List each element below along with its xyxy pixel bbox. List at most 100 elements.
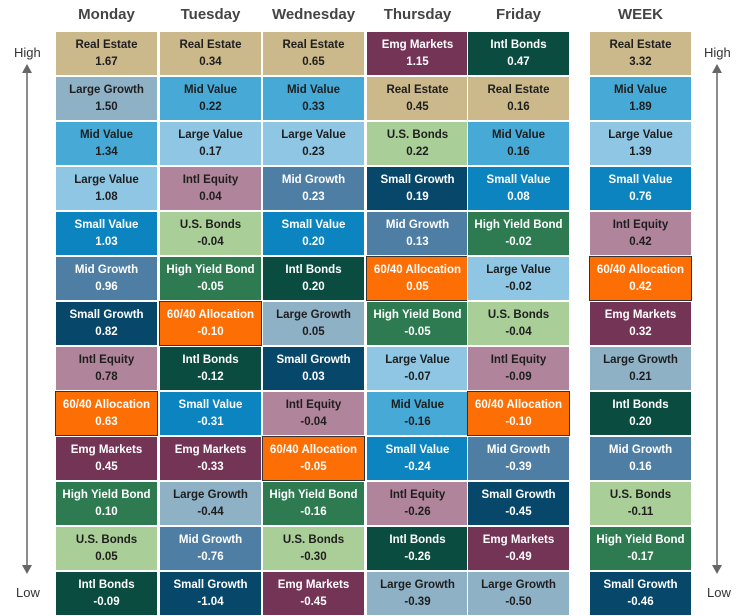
- quilt-cell: Small Value -0.31: [159, 391, 262, 436]
- return-value: 3.32: [629, 55, 652, 68]
- asset-class-label: Small Value: [385, 443, 450, 456]
- return-value: 0.08: [507, 190, 530, 203]
- asset-class-label: Intl Equity: [490, 353, 547, 366]
- asset-class-label: Intl Equity: [78, 353, 135, 366]
- column-header-thursday: Thursday: [383, 6, 452, 23]
- quilt-cell: Intl Bonds -0.09: [55, 571, 158, 616]
- quilt-cell: Real Estate 0.16: [467, 76, 570, 121]
- quilt-cell: Real Estate 0.65: [262, 31, 365, 76]
- return-value: 0.76: [629, 190, 652, 203]
- return-value: 1.15: [406, 55, 429, 68]
- return-value: 1.03: [95, 235, 118, 248]
- return-value: 0.22: [406, 145, 429, 158]
- quilt-cell: Mid Value 0.33: [262, 76, 365, 121]
- asset-class-label: Mid Growth: [281, 173, 346, 186]
- quilt-cell: Intl Equity -0.26: [366, 481, 469, 526]
- column-header-wednesday: Wednesday: [271, 6, 356, 23]
- return-value: -0.05: [300, 460, 327, 473]
- asset-class-label: Mid Growth: [608, 443, 673, 456]
- return-value: 0.63: [95, 415, 118, 428]
- asset-class-label: Small Growth: [276, 353, 351, 366]
- asset-class-label: Mid Value: [491, 128, 546, 141]
- quilt-cell: Small Value 0.08: [467, 166, 570, 211]
- asset-class-label: Large Growth: [173, 488, 248, 501]
- quilt-cell: Mid Growth -0.39: [467, 436, 570, 481]
- asset-class-label: Intl Equity: [612, 218, 669, 231]
- quilt-cell: High Yield Bond -0.05: [366, 301, 469, 346]
- quilt-cell: Large Value 1.39: [589, 121, 692, 166]
- asset-class-label: Mid Value: [286, 83, 341, 96]
- rank-arrow-right: [712, 64, 722, 574]
- quilt-cell: Mid Growth -0.76: [159, 526, 262, 571]
- asset-class-label: Mid Growth: [486, 443, 551, 456]
- quilt-cell: High Yield Bond -0.16: [262, 481, 365, 526]
- return-value: -0.16: [404, 415, 431, 428]
- column-header-tuesday: Tuesday: [180, 6, 241, 23]
- quilt-cell: High Yield Bond -0.05: [159, 256, 262, 301]
- asset-class-label: Small Growth: [173, 578, 248, 591]
- return-value: -0.05: [197, 280, 224, 293]
- asset-class-label: U.S. Bonds: [487, 308, 550, 321]
- return-value: -0.45: [505, 505, 532, 518]
- return-value: -0.12: [197, 370, 224, 383]
- quilt-cell: U.S. Bonds 0.22: [366, 121, 469, 166]
- asset-class-label: 60/40 Allocation: [373, 263, 462, 276]
- quilt-cell: 60/40 Allocation 0.42: [589, 256, 692, 301]
- asset-class-label: Mid Growth: [74, 263, 139, 276]
- quilt-cell: Mid Growth 0.16: [589, 436, 692, 481]
- quilt-cell: Small Value 1.03: [55, 211, 158, 256]
- quilt-cell: Emg Markets 1.15: [366, 31, 469, 76]
- return-value: 1.39: [629, 145, 652, 158]
- return-value: -0.09: [505, 370, 532, 383]
- asset-class-label: U.S. Bonds: [75, 533, 138, 546]
- asset-class-label: Mid Value: [613, 83, 668, 96]
- asset-class-label: 60/40 Allocation: [596, 263, 685, 276]
- asset-class-label: Intl Bonds: [612, 398, 669, 411]
- quilt-cell: Small Value -0.24: [366, 436, 469, 481]
- return-value: 0.23: [302, 145, 325, 158]
- quilt-cell: Intl Bonds 0.47: [467, 31, 570, 76]
- quilt-cell: Intl Equity -0.04: [262, 391, 365, 436]
- asset-class-label: Small Value: [178, 398, 243, 411]
- quilt-cell: U.S. Bonds -0.04: [467, 301, 570, 346]
- return-value: -0.07: [404, 370, 431, 383]
- return-value: 0.10: [95, 505, 118, 518]
- return-value: 0.13: [406, 235, 429, 248]
- asset-class-label: Large Value: [281, 128, 346, 141]
- return-value: 0.05: [302, 325, 325, 338]
- quilt-cell: Large Value 0.23: [262, 121, 365, 166]
- asset-class-label: Emg Markets: [482, 533, 555, 546]
- quilt-cell: Emg Markets -0.49: [467, 526, 570, 571]
- return-value: -0.02: [505, 280, 532, 293]
- quilt-cell: Emg Markets -0.45: [262, 571, 365, 616]
- quilt-cell: Large Growth -0.44: [159, 481, 262, 526]
- return-value: 0.16: [507, 100, 530, 113]
- return-value: 1.34: [95, 145, 118, 158]
- asset-class-label: 60/40 Allocation: [62, 398, 151, 411]
- quilt-cell: 60/40 Allocation 0.05: [366, 256, 469, 301]
- return-value: -0.02: [505, 235, 532, 248]
- quilt-cell: Mid Growth 0.96: [55, 256, 158, 301]
- quilt-cell: Small Value 0.76: [589, 166, 692, 211]
- return-value: -0.46: [627, 595, 654, 608]
- quilt-cell: Small Growth 0.03: [262, 346, 365, 391]
- return-value: 0.22: [199, 100, 222, 113]
- quilt-cell: Small Growth -0.46: [589, 571, 692, 616]
- return-value: 0.17: [199, 145, 222, 158]
- quilt-cell: U.S. Bonds -0.04: [159, 211, 262, 256]
- quilt-cell: Large Growth 1.50: [55, 76, 158, 121]
- quilt-cell: Small Growth 0.19: [366, 166, 469, 211]
- asset-class-label: Real Estate: [282, 38, 345, 51]
- quilt-cell: Intl Bonds 0.20: [262, 256, 365, 301]
- quilt-cell: Real Estate 0.45: [366, 76, 469, 121]
- asset-class-label: Small Value: [74, 218, 139, 231]
- quilt-cell: Large Value -0.07: [366, 346, 469, 391]
- quilt-cell: 60/40 Allocation -0.10: [159, 301, 262, 346]
- asset-class-label: Mid Value: [183, 83, 238, 96]
- asset-class-label: Large Value: [74, 173, 139, 186]
- asset-class-label: Large Growth: [276, 308, 351, 321]
- quilt-cell: Large Value 1.08: [55, 166, 158, 211]
- return-value: 0.45: [95, 460, 118, 473]
- asset-class-label: Mid Growth: [178, 533, 243, 546]
- quilt-cell: U.S. Bonds -0.30: [262, 526, 365, 571]
